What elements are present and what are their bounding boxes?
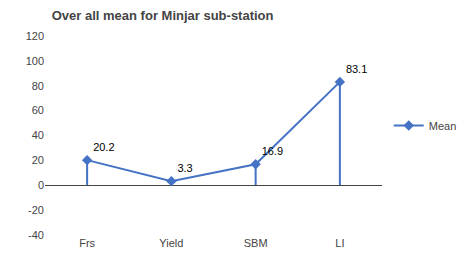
- svg-text:83.1: 83.1: [346, 63, 367, 75]
- svg-text:100: 100: [26, 55, 44, 67]
- svg-text:3.3: 3.3: [177, 162, 192, 174]
- svg-text:20.2: 20.2: [93, 141, 114, 153]
- svg-text:Frs: Frs: [79, 237, 95, 249]
- svg-text:SBM: SBM: [244, 237, 268, 249]
- svg-text:-20: -20: [28, 204, 44, 216]
- svg-text:20: 20: [32, 154, 44, 166]
- svg-text:0: 0: [38, 179, 44, 191]
- svg-text:40: 40: [32, 129, 44, 141]
- svg-text:16.9: 16.9: [262, 145, 283, 157]
- svg-text:-40: -40: [28, 229, 44, 241]
- svg-text:80: 80: [32, 80, 44, 92]
- svg-text:120: 120: [26, 30, 44, 42]
- svg-text:Yield: Yield: [159, 237, 183, 249]
- svg-text:60: 60: [32, 104, 44, 116]
- svg-text:LI: LI: [335, 237, 344, 249]
- svg-text:Over all mean for Minjar sub-s: Over all mean for Minjar sub-station: [52, 8, 274, 23]
- svg-text:Mean: Mean: [429, 120, 457, 132]
